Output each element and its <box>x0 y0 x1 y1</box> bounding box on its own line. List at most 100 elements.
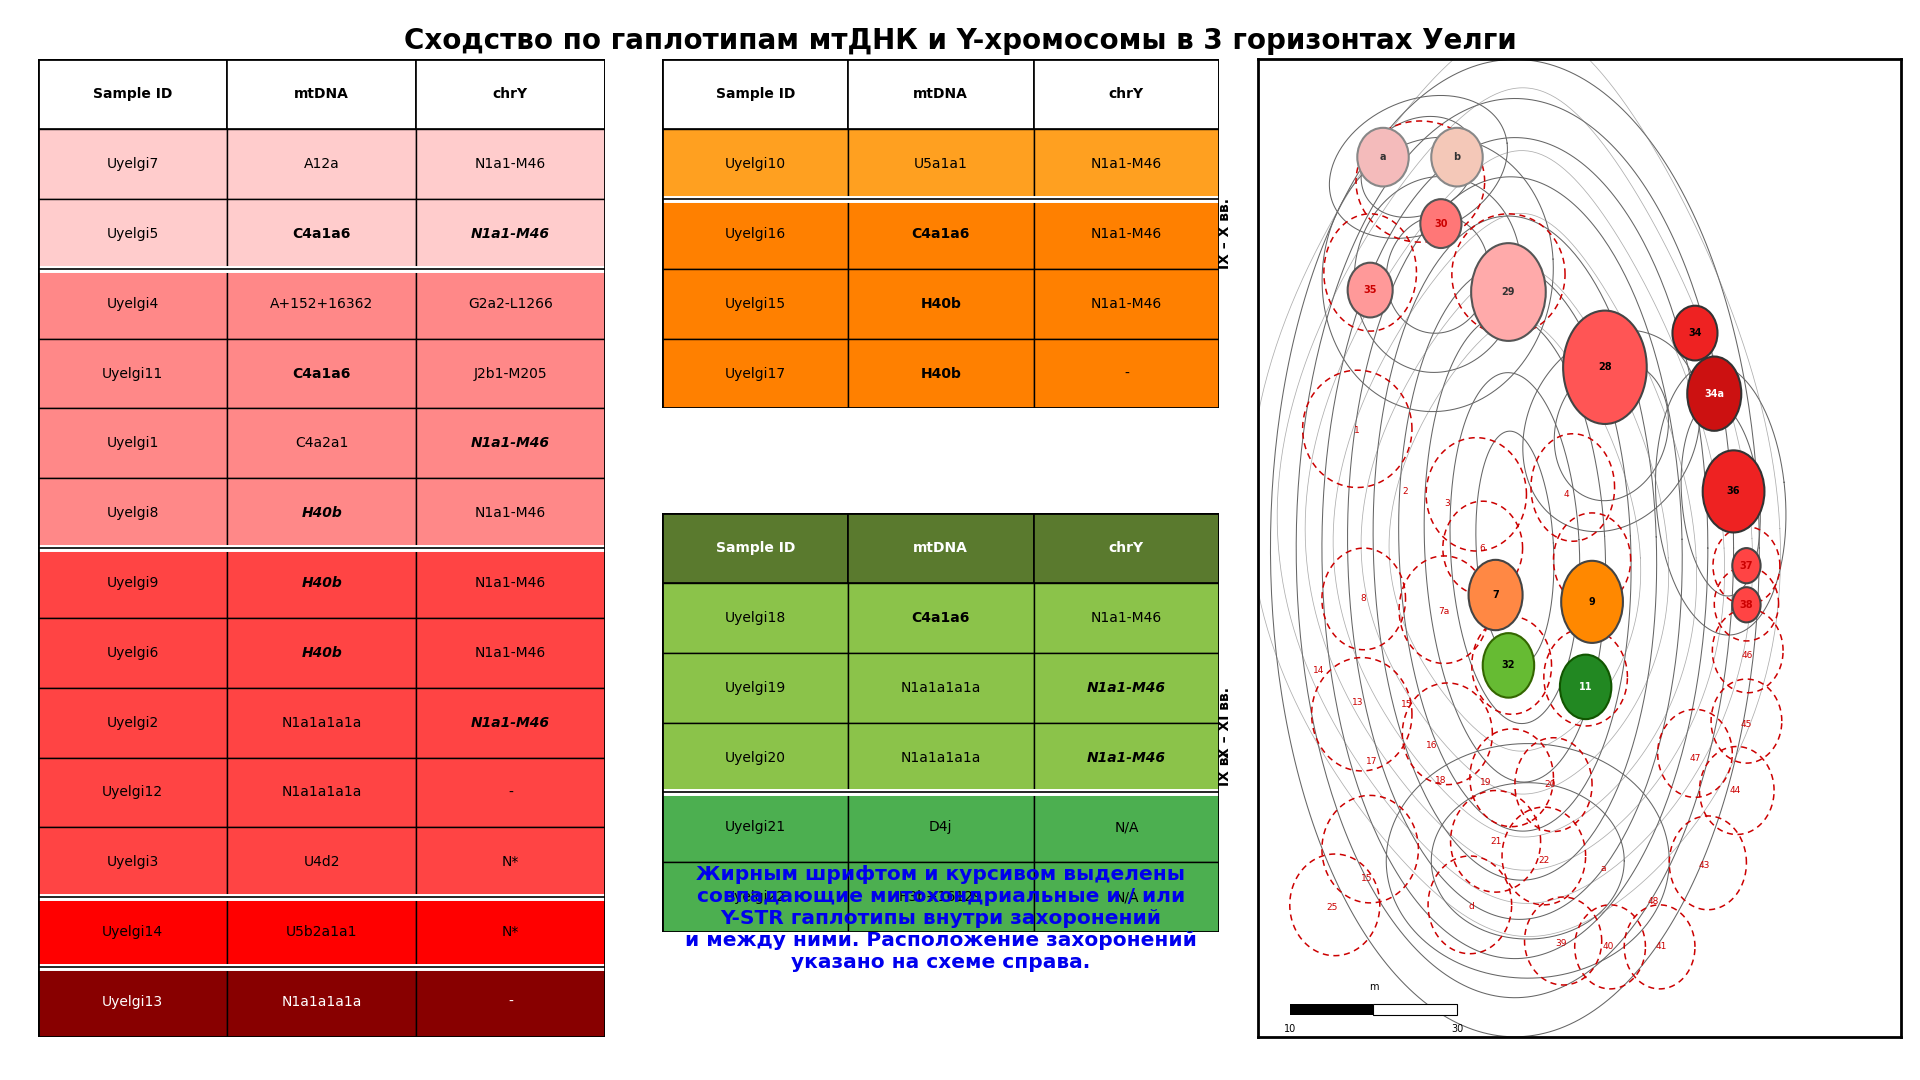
Bar <box>417 478 605 548</box>
Bar <box>38 757 227 827</box>
Text: N1a1-M46: N1a1-M46 <box>1091 227 1162 241</box>
Text: 40: 40 <box>1603 943 1615 951</box>
Text: 22: 22 <box>1538 856 1549 865</box>
Bar <box>849 59 1033 130</box>
Text: -: - <box>1123 366 1129 380</box>
Bar <box>417 688 605 757</box>
Text: mtDNA: mtDNA <box>914 87 968 102</box>
Text: Uyelgi4: Uyelgi4 <box>108 297 159 311</box>
Text: Uyelgi15: Uyelgi15 <box>724 297 785 311</box>
Bar <box>662 339 849 408</box>
Bar <box>227 688 417 757</box>
Text: N*: N* <box>501 926 518 940</box>
Text: Uyelgi12: Uyelgi12 <box>102 785 163 799</box>
Bar <box>1033 199 1219 269</box>
Text: G2a2-L1266: G2a2-L1266 <box>468 297 553 311</box>
Text: 34: 34 <box>1688 328 1701 338</box>
Text: -: - <box>509 995 513 1009</box>
Text: Uyelgi13: Uyelgi13 <box>102 995 163 1009</box>
Text: N1a1a1a1a: N1a1a1a1a <box>282 785 361 799</box>
Text: 35: 35 <box>1363 285 1377 295</box>
Text: 15: 15 <box>1361 874 1373 883</box>
Bar <box>849 583 1033 652</box>
Bar <box>227 827 417 897</box>
Text: C4a1a6: C4a1a6 <box>292 227 351 241</box>
Ellipse shape <box>1563 311 1647 424</box>
Ellipse shape <box>1357 127 1409 187</box>
Text: Sample ID: Sample ID <box>716 87 795 102</box>
Bar <box>417 269 605 339</box>
Bar <box>849 862 1033 932</box>
Bar <box>417 897 605 967</box>
Bar <box>38 478 227 548</box>
Text: chrY: chrY <box>1110 541 1144 555</box>
Text: A+152+16362: A+152+16362 <box>271 297 372 311</box>
Text: A12a: A12a <box>303 157 340 171</box>
Bar <box>849 339 1033 408</box>
Text: 28: 28 <box>1597 362 1611 373</box>
Bar <box>38 967 227 1037</box>
Bar <box>662 199 849 269</box>
Text: N1a1-M46: N1a1-M46 <box>470 436 549 450</box>
Text: Uyelgi20: Uyelgi20 <box>724 751 785 765</box>
Text: 47: 47 <box>1690 754 1701 762</box>
Bar <box>662 269 849 339</box>
Text: Uyelgi16: Uyelgi16 <box>724 227 785 241</box>
Text: mtDNA: mtDNA <box>294 87 349 102</box>
Text: 46: 46 <box>1741 651 1753 660</box>
Bar <box>1033 583 1219 652</box>
Bar <box>849 199 1033 269</box>
Text: d: d <box>1469 902 1475 912</box>
Text: 36: 36 <box>1726 486 1740 497</box>
Ellipse shape <box>1732 588 1761 622</box>
Text: 5: 5 <box>1590 563 1596 572</box>
Text: 17: 17 <box>1367 757 1379 766</box>
Bar <box>227 897 417 967</box>
Bar <box>1033 339 1219 408</box>
Text: C4a1a6: C4a1a6 <box>912 227 970 241</box>
Ellipse shape <box>1561 561 1622 643</box>
Text: Uyelgi5: Uyelgi5 <box>108 227 159 241</box>
Text: 6: 6 <box>1480 543 1486 553</box>
Text: IX – X вв.: IX – X вв. <box>1217 199 1233 269</box>
Text: mtDNA: mtDNA <box>914 541 968 555</box>
Bar <box>662 59 849 130</box>
Bar <box>417 618 605 688</box>
Ellipse shape <box>1348 262 1392 318</box>
Text: 43: 43 <box>1699 861 1711 870</box>
Text: Uyelgi9: Uyelgi9 <box>108 576 159 590</box>
Bar <box>38 339 227 408</box>
Bar <box>662 583 849 652</box>
Bar <box>38 408 227 478</box>
Text: N1a1-M46: N1a1-M46 <box>1087 751 1165 765</box>
Text: a: a <box>1601 864 1607 874</box>
Bar <box>227 199 417 269</box>
Text: 21: 21 <box>1490 837 1501 846</box>
Text: N1a1-M46: N1a1-M46 <box>1087 680 1165 694</box>
Text: 11: 11 <box>1578 681 1592 692</box>
Ellipse shape <box>1559 654 1611 719</box>
Bar <box>1033 723 1219 793</box>
Bar <box>1033 652 1219 723</box>
Text: b: b <box>1453 152 1461 162</box>
Bar <box>662 793 849 862</box>
Bar <box>38 688 227 757</box>
Text: N1a1a1a1a: N1a1a1a1a <box>900 680 981 694</box>
Text: 13: 13 <box>1352 698 1363 707</box>
Text: Sample ID: Sample ID <box>716 541 795 555</box>
Bar <box>227 269 417 339</box>
Text: 45: 45 <box>1741 719 1753 729</box>
Bar <box>227 478 417 548</box>
Bar <box>38 199 227 269</box>
Text: Uyelgi6: Uyelgi6 <box>108 646 159 660</box>
Ellipse shape <box>1469 559 1523 631</box>
Text: 32: 32 <box>1501 660 1515 671</box>
Ellipse shape <box>1482 633 1534 698</box>
Text: Sample ID: Sample ID <box>92 87 173 102</box>
Text: N1a1a1a1a: N1a1a1a1a <box>282 716 361 730</box>
Text: 10: 10 <box>1284 1024 1296 1034</box>
Bar <box>38 130 227 199</box>
Text: N1a1a1a1a: N1a1a1a1a <box>900 751 981 765</box>
Bar <box>662 862 849 932</box>
Text: Uyelgi10: Uyelgi10 <box>724 157 785 171</box>
